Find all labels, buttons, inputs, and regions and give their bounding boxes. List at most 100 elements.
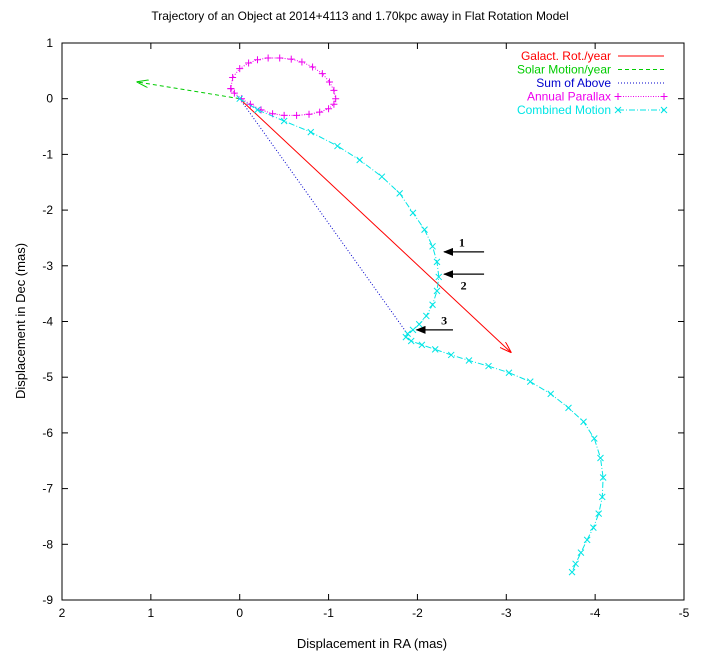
annotation-label: 1 [459,235,465,249]
y-tick-label: -7 [42,482,53,496]
x-tick-label: -5 [679,606,690,620]
series-point-combined-motion [572,560,579,568]
series-point-combined-motion [465,357,473,364]
series-point-annual-parallax [229,74,237,82]
series-point-annual-parallax [330,100,338,108]
series-point-combined-motion [378,173,386,181]
series-point-combined-motion [599,474,607,481]
series-point-annual-parallax [280,111,288,119]
series-point-combined-motion [580,418,587,426]
x-axis-label: Displacement in RA (mas) [297,636,447,651]
legend-label: Galact. Rot./year [521,49,611,63]
series-point-annual-parallax [253,56,261,64]
y-tick-label: -2 [42,203,53,217]
series-line-annual-parallax [230,57,337,116]
series-point-annual-parallax [236,65,244,73]
series-point-annual-parallax [325,78,333,86]
annotation-label: 2 [461,278,467,292]
series-point-combined-motion [590,524,597,531]
y-tick-label: -8 [42,537,53,551]
series-point-combined-motion [407,337,415,345]
series-point-annual-parallax [264,54,272,62]
series-point-combined-motion [568,568,576,576]
y-tick-label: 1 [46,36,53,50]
series-point-combined-motion [429,301,436,309]
series-point-annual-parallax [305,110,313,118]
series-point-combined-motion [431,345,439,353]
series-point-combined-motion [409,326,417,334]
x-tick-label: -4 [590,606,601,620]
legend-label: Annual Parallax [527,90,611,104]
series-point-combined-motion [435,273,443,281]
series-point-combined-motion [356,156,364,164]
series-point-combined-motion [418,341,426,349]
annotation-label: 3 [441,313,447,327]
series-point-annual-parallax [245,59,253,67]
y-tick-label: -5 [42,370,53,384]
series-point-combined-motion [565,404,572,412]
series-point-annual-parallax [330,86,338,94]
series-point-combined-motion [595,510,603,518]
series-point-combined-motion [583,536,591,544]
x-tick-label: -1 [323,606,334,620]
legend-label: Sum of Above [536,76,611,90]
series-point-annual-parallax [227,85,235,93]
series-point-combined-motion [236,95,244,103]
x-tick-label: -3 [501,606,512,620]
series-point-combined-motion [590,435,598,442]
chart-title: Trajectory of an Object at 2014+4113 and… [151,9,568,23]
series-point-annual-parallax [246,100,254,108]
series-point-combined-motion [415,320,423,328]
legend-marker [614,93,622,100]
series-point-combined-motion [597,454,604,462]
series-point-combined-motion [422,312,430,320]
y-tick-label: -6 [42,426,53,440]
series-point-annual-parallax [230,89,238,97]
series-point-combined-motion [402,333,410,341]
series-point-annual-parallax [293,111,301,119]
series-point-annual-parallax [325,105,333,113]
series-point-annual-parallax [316,108,324,116]
series-point-annual-parallax [276,54,284,62]
series-point-combined-motion [396,190,404,197]
series-point-combined-motion [429,242,436,250]
series-point-annual-parallax [332,95,340,103]
series-point-annual-parallax [318,70,326,78]
series-point-combined-motion [404,330,412,338]
y-tick-label: -3 [42,259,53,273]
series-point-combined-motion [280,117,288,125]
series-point-combined-motion [254,106,261,114]
legend-marker [660,93,668,100]
plot-area: 2 1 0 -1 -2 -3 -4 -5 1 0 -1 -2 -3 -4 -5 -6 -7 -8 -9 1 2 3 Gala… [42,36,689,620]
series-point-combined-motion [547,390,555,398]
series-point-combined-motion [485,362,492,370]
legend-label: Solar Motion/year [517,63,611,77]
y-axis-label: Displacement in Dec (mas) [13,243,28,399]
series-point-combined-motion [421,226,428,233]
series-point-annual-parallax [309,63,317,71]
series-point-combined-motion [505,369,513,377]
legend-marker [614,106,622,114]
x-tick-label: 0 [236,606,243,620]
y-tick-label: -9 [42,593,53,607]
series-point-combined-motion [526,378,534,386]
series-point-annual-parallax [287,55,295,63]
series-point-combined-motion [433,258,441,266]
series-line-galact-rot-year [239,98,511,352]
series-line-sum-of-above [239,98,409,336]
y-tick-label: 0 [46,92,53,106]
x-tick-label: 2 [59,606,66,620]
y-tick-label: -4 [42,315,53,329]
legend-label: Combined Motion [517,103,611,117]
series-point-combined-motion [598,493,606,501]
plot-frame [61,42,685,601]
series-point-combined-motion [577,549,585,557]
series-line-combined-motion [239,98,604,573]
series-point-combined-motion [433,287,441,295]
series-point-combined-motion [409,209,417,217]
series-point-annual-parallax [298,58,306,66]
series-line-solar-motion-year [138,82,240,100]
legend-marker [660,106,668,114]
series-point-combined-motion [307,128,315,136]
